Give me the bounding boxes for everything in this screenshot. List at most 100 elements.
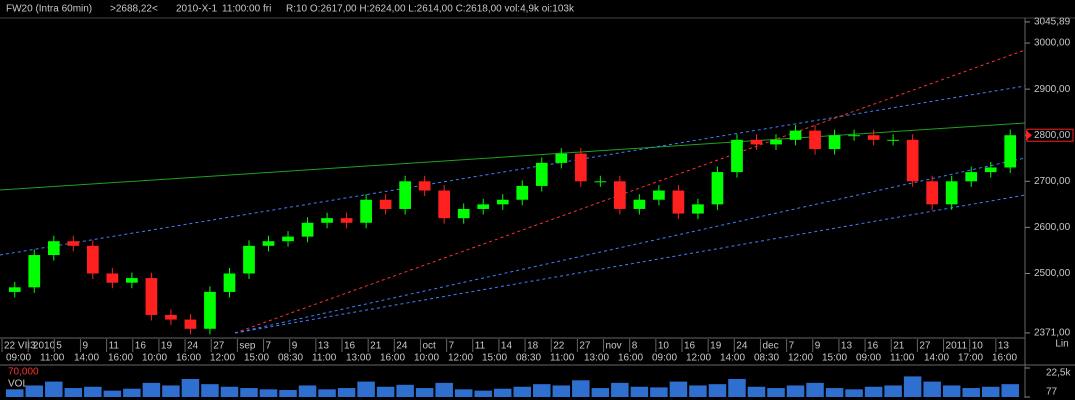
- candle-body: [809, 130, 821, 150]
- volume-bar: [376, 386, 395, 397]
- volume-bar: [279, 389, 297, 397]
- candle-body: [887, 139, 899, 141]
- x-tick-label: 16:00: [176, 353, 201, 364]
- candle-body: [8, 287, 21, 292]
- candle-body: [477, 204, 490, 209]
- x-tick-label: 27: [919, 341, 931, 352]
- candle-body: [126, 278, 138, 283]
- x-tick-label: 17:00: [958, 353, 983, 364]
- volume-bar: [806, 382, 824, 397]
- candle-body: [516, 185, 529, 200]
- volume-label: VOL: [8, 379, 28, 390]
- candle-body: [1004, 135, 1017, 168]
- candle-body: [594, 181, 607, 183]
- volume-bar: [728, 378, 746, 397]
- volume-tick-label: 22,5k: [1046, 368, 1071, 379]
- x-tick-label: 16: [344, 341, 356, 352]
- x-tick-label: 10:00: [142, 353, 167, 364]
- x-tick-label: 09:00: [652, 353, 677, 364]
- candle-body: [770, 139, 782, 145]
- volume-bar: [533, 384, 551, 397]
- candle-body: [301, 222, 314, 237]
- volume-bar: [513, 386, 532, 397]
- volume-bar: [650, 387, 668, 397]
- volume-bar: [591, 388, 610, 397]
- candle-body: [223, 273, 236, 292]
- x-tick-label: 10: [658, 341, 670, 352]
- volume-bar: [318, 389, 336, 397]
- candle-body: [984, 167, 997, 173]
- x-tick-label: 13: [318, 341, 330, 352]
- volume-bar: [845, 389, 863, 397]
- candles: [8, 125, 1017, 335]
- candle-body: [184, 319, 197, 329]
- candle-body: [28, 255, 41, 288]
- candle-body: [67, 241, 80, 246]
- volume-bar: [298, 385, 317, 397]
- volume-bar: [552, 385, 571, 397]
- x-tick-label: 12:00: [788, 353, 813, 364]
- x-tick-label: 22: [553, 341, 565, 352]
- volume-bar: [337, 388, 356, 397]
- y-tick-label: 2600,00: [1034, 222, 1071, 233]
- candle-body: [848, 135, 860, 137]
- x-tick-label: 09:00: [856, 353, 881, 364]
- trend-line: [234, 194, 1026, 334]
- candle-body: [145, 278, 158, 315]
- volume-bar: [962, 388, 980, 397]
- volume-bar: [884, 385, 902, 397]
- volume-bar: [259, 389, 278, 397]
- candle-body: [906, 139, 919, 182]
- x-tick-label: 14:00: [720, 353, 745, 364]
- candle-body: [867, 135, 880, 140]
- candle-body: [653, 190, 665, 200]
- x-tick-label: 11:00: [890, 353, 915, 364]
- volume-bar: [825, 388, 844, 397]
- x-tick-label: 9: [292, 341, 298, 352]
- candle-body: [418, 181, 431, 191]
- candle-body: [321, 218, 333, 223]
- candle-body: [340, 218, 353, 223]
- x-tick-label: 8: [632, 341, 638, 352]
- x-tick-label: 14:00: [74, 353, 99, 364]
- x-tick-label: 13:00: [584, 353, 609, 364]
- ohlc-info: R:10 O:2617,00 H:2624,00 L:2614,00 C:261…: [286, 4, 575, 15]
- volume-bar: [181, 378, 200, 397]
- candle-body: [789, 130, 802, 140]
- date: 2010-X-1: [176, 4, 218, 15]
- x-tick-label: 19: [710, 341, 722, 352]
- x-tick-label: 13:00: [346, 353, 371, 364]
- volume-bar: [630, 386, 649, 397]
- x-tick-label: 14: [501, 341, 513, 352]
- volume-bar: [162, 385, 180, 397]
- x-tick-label: 16: [135, 341, 147, 352]
- volume-bar: [454, 389, 473, 397]
- x-tick-label: 09:00: [6, 353, 31, 364]
- volume-bar: [64, 388, 83, 397]
- candle-body: [750, 139, 763, 145]
- volume-bar: [6, 389, 24, 397]
- volume-bar: [572, 380, 590, 397]
- x-tick-label: 9: [82, 341, 88, 352]
- volume-bar: [396, 384, 414, 397]
- x-tick-label: 9: [815, 341, 821, 352]
- volume-bar: [942, 385, 961, 397]
- x-tick-label: 19: [161, 341, 173, 352]
- candle-body: [496, 199, 509, 205]
- volume-bar: [123, 388, 141, 397]
- y-tick-label: 2900,00: [1034, 84, 1071, 95]
- x-tick-label: 16:00: [108, 353, 133, 364]
- x-tick-label: 27: [579, 341, 591, 352]
- x-tick-label: 16: [684, 341, 696, 352]
- volume-bar: [864, 386, 883, 397]
- candle-body: [574, 153, 587, 182]
- candle-body: [243, 245, 255, 274]
- candle-body: [965, 172, 978, 182]
- candle-body: [47, 241, 60, 256]
- x-tick-label: 16:00: [618, 353, 643, 364]
- candle-body: [106, 273, 119, 283]
- cursor-price: >2688,22<: [110, 4, 158, 15]
- volume-bar: [84, 386, 102, 397]
